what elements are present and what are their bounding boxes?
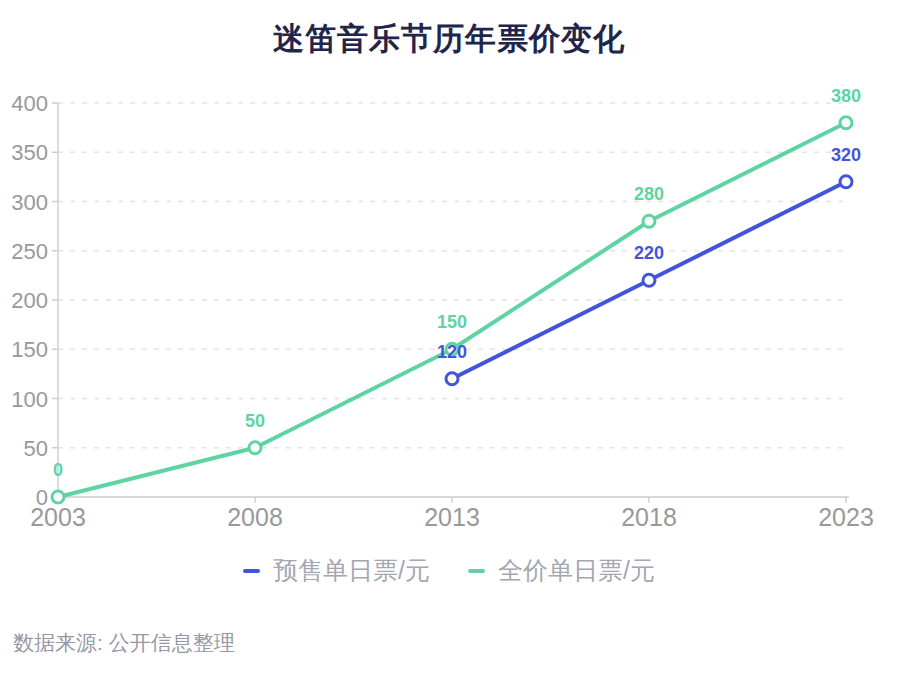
- data-point-marker[interactable]: [643, 215, 655, 227]
- chart-title: 迷笛音乐节历年票价变化: [0, 18, 898, 60]
- data-point-label: 0: [53, 460, 63, 480]
- y-tick-label: 400: [11, 91, 48, 116]
- legend-label: 预售单日票/元: [273, 554, 430, 587]
- data-point-marker[interactable]: [52, 491, 64, 503]
- legend-label: 全价单日票/元: [498, 554, 655, 587]
- legend-marker-icon: [243, 569, 260, 573]
- legend: 预售单日票/元 全价单日票/元: [0, 554, 898, 587]
- data-point-marker[interactable]: [840, 117, 852, 129]
- chart-container: 0501001502002503003504002003200820132018…: [0, 0, 898, 674]
- data-point-label: 220: [634, 243, 664, 263]
- y-tick-label: 350: [11, 140, 48, 165]
- data-point-label: 120: [437, 342, 467, 362]
- data-point-label: 50: [245, 411, 265, 431]
- legend-marker-icon: [468, 569, 485, 573]
- legend-item-1[interactable]: 全价单日票/元: [468, 554, 655, 587]
- x-tick-label: 2018: [621, 503, 677, 531]
- y-tick-label: 50: [24, 436, 48, 461]
- x-tick-label: 2013: [424, 503, 480, 531]
- data-point-marker[interactable]: [446, 373, 458, 385]
- data-point-label: 320: [831, 145, 861, 165]
- chart-svg: 0501001502002503003504002003200820132018…: [0, 0, 898, 545]
- y-tick-label: 100: [11, 387, 48, 412]
- series-line: [58, 123, 846, 497]
- source-note: 数据来源: 公开信息整理: [13, 629, 235, 657]
- data-point-marker[interactable]: [249, 442, 261, 454]
- x-tick-label: 2008: [227, 503, 283, 531]
- x-tick-label: 2023: [818, 503, 874, 531]
- data-point-label: 380: [831, 86, 861, 106]
- y-tick-label: 150: [11, 337, 48, 362]
- data-point-marker[interactable]: [840, 176, 852, 188]
- y-tick-label: 250: [11, 239, 48, 264]
- data-point-label: 150: [437, 312, 467, 332]
- data-point-marker[interactable]: [643, 274, 655, 286]
- y-tick-label: 200: [11, 288, 48, 313]
- y-tick-label: 300: [11, 190, 48, 215]
- legend-item-0[interactable]: 预售单日票/元: [243, 554, 430, 587]
- x-tick-label: 2003: [30, 503, 86, 531]
- data-point-label: 280: [634, 184, 664, 204]
